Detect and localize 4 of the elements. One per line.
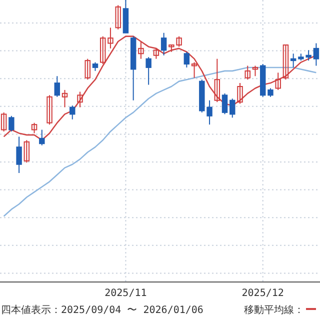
x-tick-label: 2025/11 — [104, 288, 147, 299]
text: 四本値表示：2025/09/04 〜 2026/01/06 — [1, 304, 204, 316]
x-tick-label: 2025/12 — [242, 288, 284, 299]
text: 移動平均線： — [244, 304, 304, 316]
